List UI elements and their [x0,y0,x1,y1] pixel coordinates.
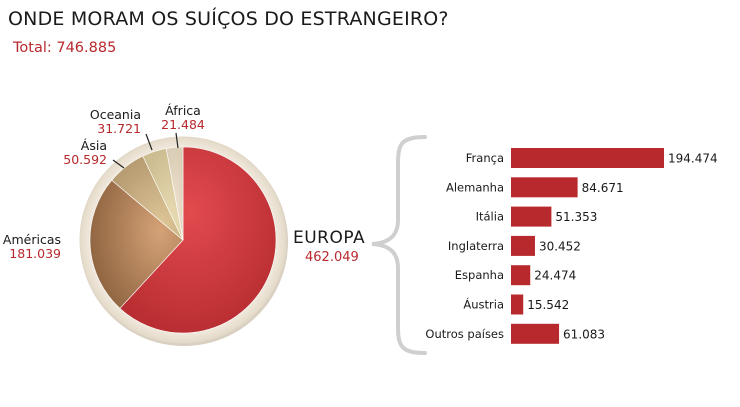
bar [511,323,560,344]
bar-value-label: 194.474 [668,152,718,166]
curly-brace [371,135,427,355]
pie-slice-europa [119,146,277,334]
bar [511,235,535,256]
slice-value-ásia: 50.592 [63,152,107,167]
leader-line-ásia [112,159,125,169]
slice-value-américas: 181.039 [9,246,61,261]
slice-label-oceania: Oceania [90,107,141,122]
bar-category-label: Outros países [425,327,504,341]
pie-slice-américas [89,179,184,309]
bar-category-label: Inglaterra [448,239,504,253]
chart-title: ONDE MORAM OS SUÍÇOS DO ESTRANGEIRO? [8,8,449,30]
bar-value-label: 15.542 [527,298,569,312]
bar [511,206,552,227]
leader-line-áfrica [175,132,179,149]
leader-line-oceania [145,133,153,151]
bar [511,148,664,168]
bar-category-label: Espanha [455,268,504,282]
europe-brace [371,135,427,355]
bar-value-label: 84.671 [582,181,624,195]
pie-chart [79,136,288,346]
bar-value-label: 61.083 [563,327,605,341]
bar-category-label: Itália [476,210,504,224]
bar-chart: França 194.474 Alemanha 84.671 Itália 51.353 I… [425,148,718,344]
total-label: Total: 746.885 [13,40,117,56]
bar-category-label: Alemanha [446,180,504,194]
bar-category-label: França [466,151,504,165]
slice-value-áfrica: 21.484 [161,117,205,132]
bar [511,294,524,315]
slice-value-oceania: 31.721 [97,121,141,136]
slice-label-áfrica: África [165,103,201,118]
bar [511,265,531,286]
bar-category-label: Áustria [463,297,504,312]
slice-value-europa: 462.049 [305,250,359,265]
slice-label-américas: Américas [3,232,61,247]
bar-value-label: 24.474 [534,269,576,283]
bar [511,177,578,198]
pie-slice-áfrica [165,146,184,241]
bar-value-label: 51.353 [555,210,597,224]
slice-label-ásia: Ásia [81,138,107,153]
bar-value-label: 30.452 [539,239,581,253]
slice-label-europa: EUROPA [293,228,365,248]
